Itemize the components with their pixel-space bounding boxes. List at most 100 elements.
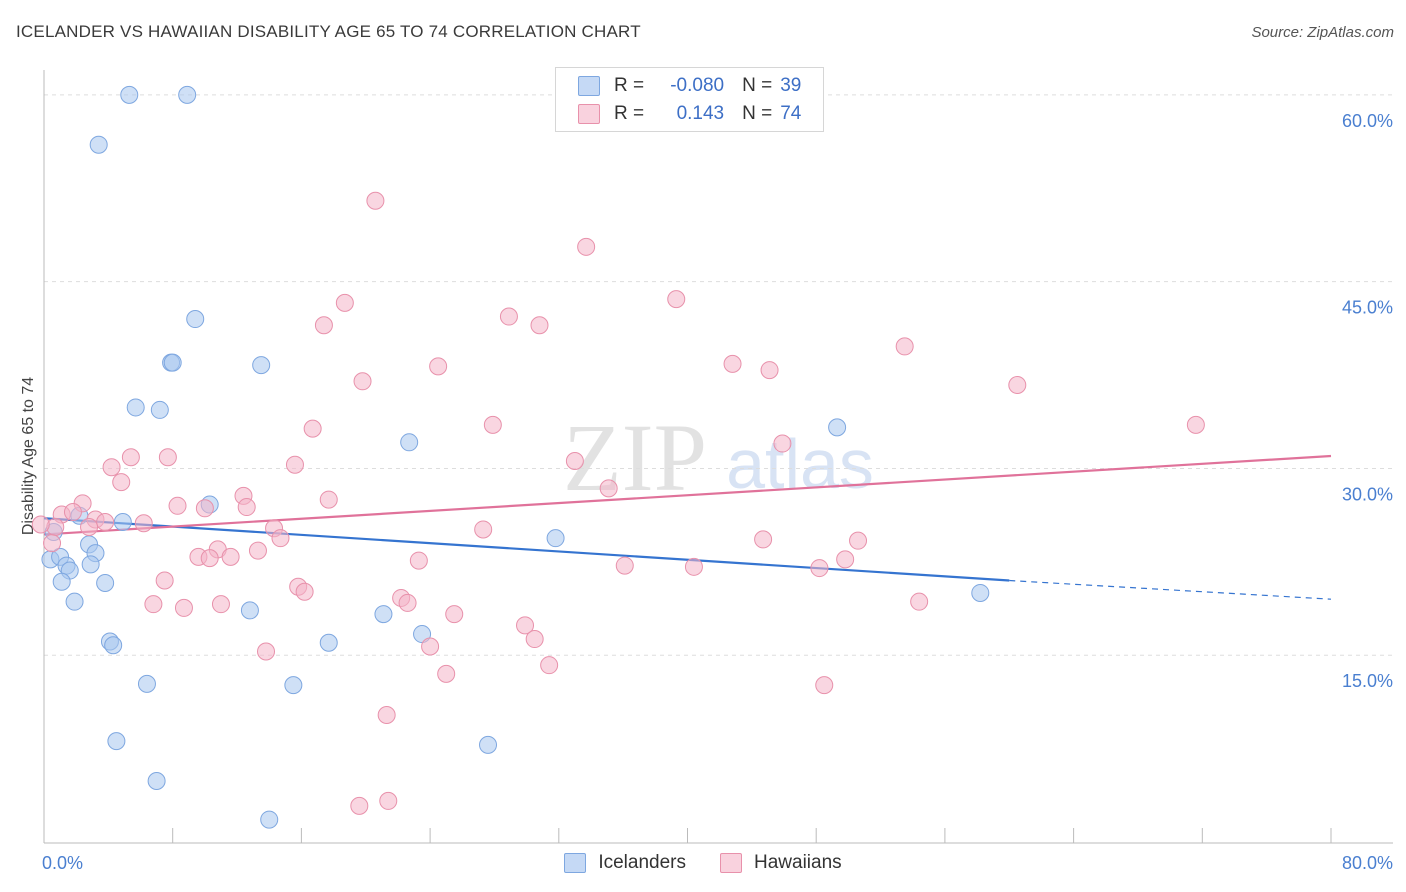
hawaiians-point bbox=[615, 556, 634, 575]
icelanders-point bbox=[147, 771, 166, 790]
legend-label-icelanders: Icelanders bbox=[598, 852, 686, 873]
hawaiians-point bbox=[836, 550, 855, 569]
icelanders-trend-extension bbox=[1009, 579, 1332, 600]
hawaiians-point bbox=[155, 571, 174, 590]
hawaiians-point bbox=[516, 616, 535, 635]
hawaiians-point bbox=[335, 293, 354, 312]
icelanders-point bbox=[81, 555, 100, 574]
hawaiians-point bbox=[599, 479, 618, 498]
legend-item-hawaiians: Hawaiians bbox=[720, 852, 842, 874]
hawaiians-point bbox=[174, 598, 193, 617]
hawaiians-point bbox=[168, 496, 187, 515]
r-value: 0.143 bbox=[676, 103, 725, 124]
icelanders-point bbox=[104, 636, 123, 655]
gridlines bbox=[44, 94, 1393, 656]
hawaiians-point bbox=[409, 551, 428, 570]
hawaiians-point bbox=[379, 791, 398, 810]
source-label: Source: ZipAtlas.com bbox=[1251, 24, 1394, 41]
n-value: 39 bbox=[780, 75, 802, 96]
icelanders-point bbox=[137, 674, 156, 693]
hawaiians-point bbox=[112, 473, 131, 492]
icelanders-point bbox=[546, 529, 565, 548]
r-label: R = bbox=[614, 103, 645, 124]
y-tick-label: 45.0% bbox=[1342, 298, 1393, 318]
x-tick-label-min: 0.0% bbox=[42, 853, 83, 873]
icelanders-point bbox=[479, 735, 498, 754]
icelanders-point bbox=[178, 85, 197, 104]
icelanders-point bbox=[113, 512, 132, 531]
x-tick-label-max: 80.0% bbox=[1342, 853, 1393, 873]
hawaiians-point bbox=[429, 357, 448, 376]
hawaiians-point bbox=[849, 531, 868, 550]
hawaiians-point bbox=[437, 664, 456, 683]
tick-labels: 15.0% 30.0% 45.0% 60.0% 0.0% 80.0% bbox=[42, 111, 1393, 873]
icelanders-swatch-icon bbox=[578, 76, 600, 96]
hawaiians-point bbox=[43, 534, 62, 553]
hawaiians-point bbox=[350, 796, 369, 815]
legend-row-hawaiians: R = 0.143 N = 74 bbox=[578, 101, 801, 127]
hawaiians-point bbox=[910, 592, 929, 611]
hawaiians-point bbox=[773, 434, 792, 453]
hawaiians-point bbox=[377, 705, 396, 724]
icelanders-point bbox=[52, 572, 71, 591]
hawaiians-point bbox=[195, 499, 214, 518]
hawaiians-point bbox=[314, 316, 333, 335]
hawaiians-point bbox=[1008, 376, 1027, 395]
hawaiians-point bbox=[121, 448, 140, 467]
icelanders-point bbox=[120, 85, 139, 104]
y-axis-title: Disability Age 65 to 74 bbox=[20, 377, 37, 535]
hawaiians-point bbox=[895, 337, 914, 356]
hawaiians-point bbox=[257, 642, 276, 661]
icelanders-point bbox=[319, 633, 338, 652]
hawaiians-point bbox=[366, 191, 385, 210]
series-legend: Icelanders Hawaiians bbox=[0, 852, 1406, 874]
hawaiians-point bbox=[499, 307, 518, 326]
y-tick-label: 60.0% bbox=[1342, 111, 1393, 131]
axes bbox=[43, 70, 1393, 844]
icelanders-legend-icon bbox=[564, 853, 587, 873]
chart-title: ICELANDER VS HAWAIIAN DISABILITY AGE 65 … bbox=[16, 22, 641, 41]
icelanders-point bbox=[107, 732, 126, 751]
icelanders-point bbox=[126, 398, 145, 417]
hawaiians-trend-line bbox=[43, 454, 1332, 536]
hawaiians-point bbox=[815, 676, 834, 695]
hawaiians-point bbox=[565, 451, 584, 470]
icelanders-point bbox=[96, 574, 115, 593]
hawaiians-point bbox=[483, 415, 502, 434]
n-value: 74 bbox=[780, 103, 802, 124]
hawaiians-point bbox=[200, 549, 219, 568]
legend-label-hawaiians: Hawaiians bbox=[754, 852, 842, 873]
icelanders-point bbox=[89, 135, 108, 154]
hawaiians-point bbox=[63, 503, 82, 522]
icelanders-trend-line bbox=[43, 517, 1010, 582]
n-label: N = bbox=[742, 75, 773, 96]
icelanders-point bbox=[400, 433, 419, 452]
hawaiians-point bbox=[754, 530, 773, 549]
hawaiians-legend-icon bbox=[720, 853, 742, 873]
hawaiians-point bbox=[474, 520, 493, 539]
data-points bbox=[31, 85, 1205, 829]
icelanders-point bbox=[65, 592, 84, 611]
icelanders-point bbox=[163, 353, 182, 372]
hawaiians-point bbox=[31, 515, 50, 534]
icelanders-point bbox=[150, 400, 169, 419]
hawaiians-point bbox=[684, 557, 703, 576]
watermark: ZIP atlas bbox=[563, 404, 874, 511]
hawaiians-point bbox=[221, 547, 240, 566]
hawaiians-point bbox=[810, 559, 829, 578]
hawaiians-point bbox=[319, 490, 338, 509]
legend-item-icelanders: Icelanders bbox=[564, 852, 686, 874]
correlation-legend: R = -0.080 N = 39 R = 0.143 N = 74 bbox=[555, 67, 824, 132]
hawaiians-swatch-icon bbox=[578, 104, 600, 124]
icelanders-point bbox=[284, 676, 303, 695]
hawaiians-point bbox=[540, 656, 559, 675]
icelanders-point bbox=[186, 310, 205, 329]
hawaiians-point bbox=[248, 541, 267, 560]
hawaiians-point bbox=[295, 582, 314, 601]
icelanders-point bbox=[240, 601, 259, 620]
hawaiians-point bbox=[211, 595, 230, 614]
hawaiians-point bbox=[158, 448, 177, 467]
legend-row-icelanders: R = -0.080 N = 39 bbox=[578, 73, 801, 99]
y-tick-label: 30.0% bbox=[1342, 484, 1393, 504]
